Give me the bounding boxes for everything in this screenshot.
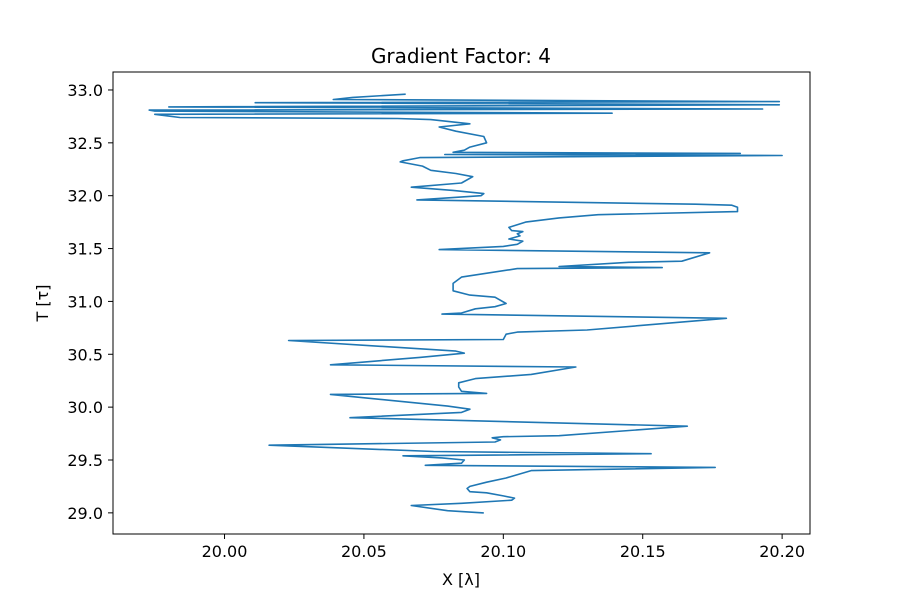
x-axis: 20.00 20.05 20.10 20.15 20.20 <box>202 534 805 561</box>
y-tick-label: 32.0 <box>67 187 103 206</box>
x-axis-label: X [λ] <box>442 570 480 589</box>
y-tick-label: 31.5 <box>67 240 103 259</box>
plot-area <box>112 71 811 535</box>
y-tick-label: 30.0 <box>67 398 103 417</box>
x-tick-label: 20.20 <box>759 542 805 561</box>
axes-frame <box>112 71 811 535</box>
x-tick-label: 20.15 <box>620 542 666 561</box>
y-tick-label: 33.0 <box>67 81 103 100</box>
y-axis: 29.0 29.5 30.0 30.5 31.0 31.5 32.0 32.5 33.0 <box>67 81 113 523</box>
chart-title: Gradient Factor: 4 <box>371 44 551 68</box>
x-tick-label: 20.05 <box>341 542 387 561</box>
y-tick-label: 30.5 <box>67 345 103 364</box>
y-tick-label: 29.5 <box>67 451 103 470</box>
y-tick-label: 29.0 <box>67 504 103 523</box>
y-axis-label: T [τ] <box>33 285 52 323</box>
y-tick-label: 32.5 <box>67 134 103 153</box>
series-line <box>148 93 783 514</box>
x-tick-label: 20.10 <box>480 542 526 561</box>
x-tick-label: 20.00 <box>202 542 248 561</box>
y-tick-label: 31.0 <box>67 292 103 311</box>
